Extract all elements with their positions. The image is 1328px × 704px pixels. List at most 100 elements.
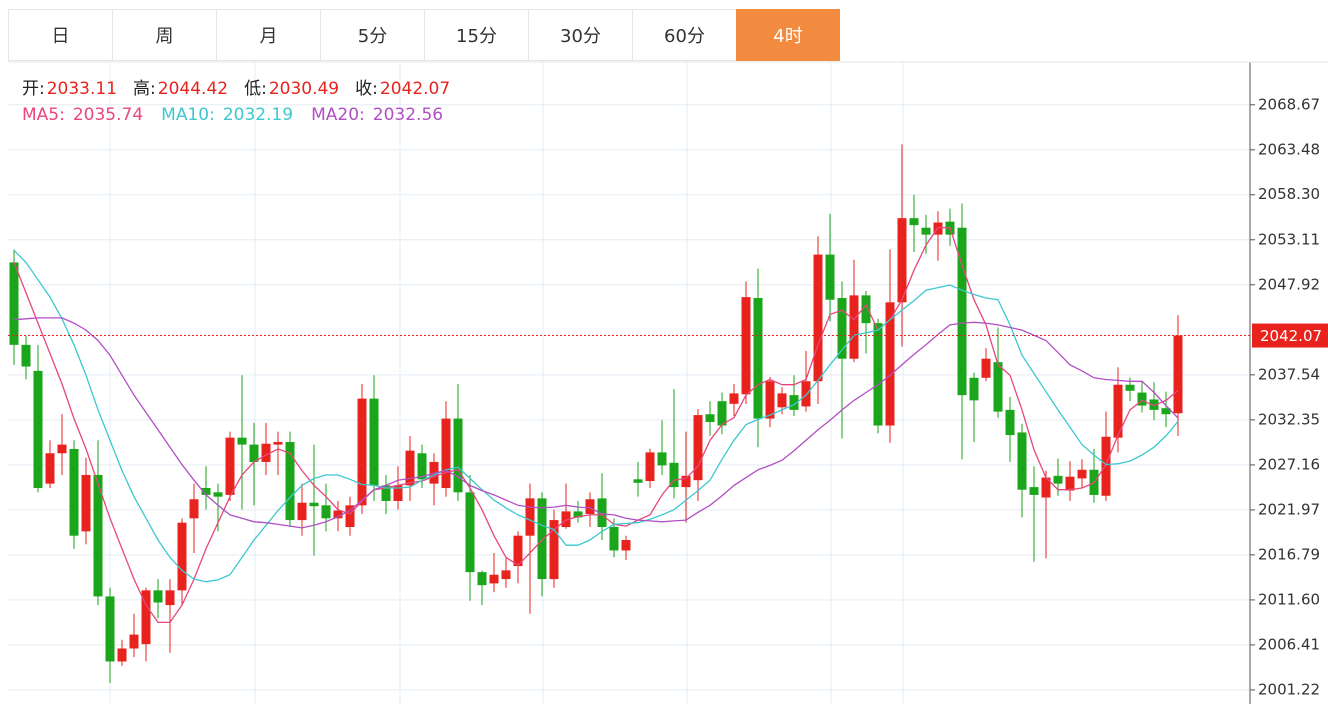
candle-body [393,485,403,501]
period-tab[interactable]: 日 [8,9,112,61]
period-tab[interactable]: 4时 [736,9,840,61]
last-price-label: 2042.07 [1260,327,1322,345]
candle-body [249,444,259,462]
candle-body [417,453,427,480]
ohlc-row: 开: 2033.11 高: 2044.42 低: 2030.49 收: 2042.07 [22,76,466,102]
candle-body [645,452,655,482]
candle-body [597,498,607,528]
y-tick-label: 2016.79 [1258,545,1320,563]
y-tick-label: 2058.30 [1258,185,1320,203]
candle-body [57,444,67,454]
period-tab[interactable]: 60分 [632,9,736,61]
candle-body [81,474,91,532]
legend-value: 2032.56 [372,105,444,125]
header: 开: 2033.11 高: 2044.42 低: 2030.49 收: 2042.07 MA5… [22,76,466,128]
candle-body [201,487,211,495]
candle-body [465,492,475,573]
ohlc-value: 2033.11 [46,79,118,99]
legend-name: MA5: [22,105,65,125]
candle-body [441,418,451,488]
candle-body [837,297,847,359]
candle-body [129,634,139,649]
ohlc-label: 开: [22,79,45,99]
ohlc-value: 2044.42 [157,79,229,99]
candle-body [345,505,355,528]
candle-body [825,254,835,300]
candle-body [261,443,271,462]
y-tick-label: 2027.16 [1258,455,1320,473]
candle-body [981,358,991,378]
candle-body [573,511,583,518]
y-tick-label: 2001.22 [1258,680,1320,698]
ma-line [13,249,1179,583]
candle-body [93,474,103,597]
legend-name: MA10: [161,105,215,125]
y-tick-label: 2047.92 [1258,275,1320,293]
candle-body [165,590,175,606]
candle-body [9,262,19,345]
candle-body [321,505,331,519]
ma-row: MA5: 2035.74 MA10: 2032.19 MA20: 2032.56 [22,102,466,128]
candle-body [849,295,859,359]
ma-line [13,227,1179,624]
candle-body [1041,477,1051,498]
period-tabs: 日周月 5分 15分 30分 60分 4时 [8,9,840,61]
candle-body [717,401,727,426]
period-tab[interactable]: 5分 [320,9,424,61]
candle-body [69,448,79,536]
ohlc-label: 高: [133,79,156,99]
candle-body [993,362,1003,412]
candle-body [897,218,907,303]
period-tab[interactable]: 30分 [528,9,632,61]
legend-value: 2035.74 [72,105,144,125]
candle-body [357,398,367,506]
period-tab[interactable]: 月 [216,9,320,61]
candle-body [369,398,379,486]
candle-body [789,395,799,410]
candle-body [213,492,223,497]
candle-body [729,393,739,404]
y-tick-label: 2011.60 [1258,590,1320,608]
candle-body [45,453,55,484]
candle-body [777,393,787,408]
candle-body [33,370,43,488]
candle-body [633,479,643,483]
candle-body [177,522,187,591]
candle-body [237,437,247,445]
candle-body [873,323,883,426]
candle-body [117,648,127,662]
candle-body [381,485,391,501]
ma-line [13,317,1179,529]
candle-body [1161,408,1171,415]
candle-body [1113,384,1123,438]
candle-body [741,297,751,395]
candle-body [525,498,535,536]
candle-body [681,475,691,488]
candle-body [285,441,295,521]
period-tab[interactable]: 15分 [424,9,528,61]
candle-body [501,570,511,580]
candle-body [609,527,619,551]
candle-body [1173,335,1183,414]
candle-body [861,295,871,324]
candle-body [273,441,283,445]
candle-body [669,462,679,488]
legend-name: MA20: [311,105,365,125]
ohlc-label: 收: [355,79,378,99]
ohlc-value: 2042.07 [379,79,451,99]
period-tab[interactable]: 周 [112,9,216,61]
candle-body [885,302,895,426]
candle-body [21,344,31,367]
y-tick-label: 2063.48 [1258,140,1320,158]
candle-body [705,414,715,423]
candle-body [585,499,595,515]
candle-body [153,590,163,603]
candle-body [1065,476,1075,491]
y-tick-label: 2006.41 [1258,635,1320,653]
candle-body [105,596,115,662]
candle-body [1125,384,1135,391]
candle-body [969,377,979,401]
candle-body [309,502,319,507]
